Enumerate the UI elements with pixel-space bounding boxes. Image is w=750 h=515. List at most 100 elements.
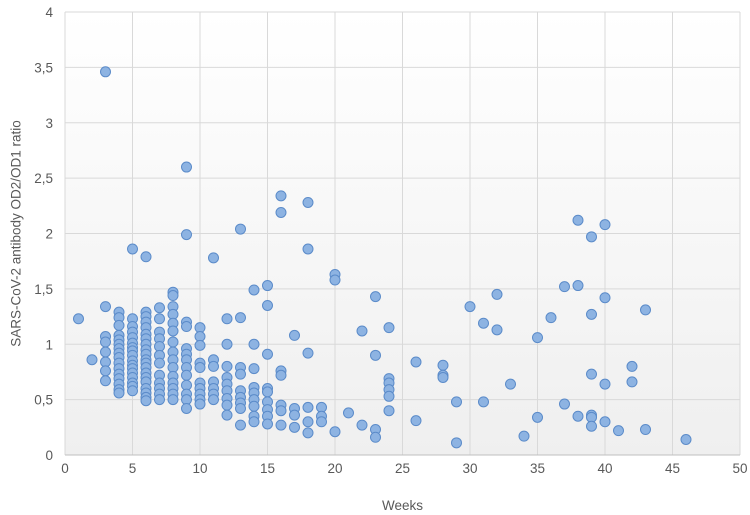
data-point xyxy=(316,416,327,428)
x-tick-label: 5 xyxy=(129,461,137,476)
data-point xyxy=(532,411,543,423)
y-tick-label: 1 xyxy=(45,337,53,352)
data-point xyxy=(100,66,111,78)
data-point xyxy=(289,329,300,341)
data-point xyxy=(586,308,597,320)
data-point xyxy=(586,231,597,243)
data-point xyxy=(208,252,219,264)
data-point xyxy=(221,313,233,325)
data-point xyxy=(127,243,138,255)
data-point xyxy=(275,369,287,381)
data-point xyxy=(248,416,260,428)
data-point xyxy=(329,426,341,438)
data-point xyxy=(181,369,192,381)
data-point xyxy=(599,292,611,304)
data-point xyxy=(572,280,584,292)
data-point xyxy=(329,274,341,286)
x-axis-title: Weeks xyxy=(382,498,423,513)
x-tick-label: 35 xyxy=(530,461,545,476)
data-point xyxy=(275,419,287,431)
data-point xyxy=(302,427,314,439)
data-point xyxy=(343,407,354,419)
data-point xyxy=(572,214,584,226)
x-tick-label: 40 xyxy=(597,461,612,476)
y-tick-label: 0 xyxy=(45,448,53,463)
y-tick-label: 3,5 xyxy=(34,60,53,75)
x-tick-label: 0 xyxy=(61,461,69,476)
data-point xyxy=(154,357,165,369)
data-points xyxy=(73,66,692,449)
data-point xyxy=(275,405,287,417)
data-point xyxy=(559,398,570,410)
data-point xyxy=(640,424,651,436)
data-point xyxy=(302,243,314,255)
data-point xyxy=(208,360,219,372)
data-point xyxy=(154,302,165,314)
data-point xyxy=(248,338,260,350)
data-point xyxy=(383,390,395,402)
data-point xyxy=(208,394,219,406)
data-point xyxy=(545,312,557,324)
data-point xyxy=(262,299,273,311)
data-point xyxy=(235,402,246,414)
data-point xyxy=(599,219,611,231)
data-point xyxy=(289,421,300,433)
data-point xyxy=(86,354,98,366)
data-point xyxy=(248,400,260,412)
data-point xyxy=(518,430,530,442)
data-point xyxy=(194,339,206,351)
x-tick-label: 30 xyxy=(462,461,477,476)
data-point xyxy=(451,437,462,449)
data-point xyxy=(221,409,233,421)
data-point xyxy=(262,280,273,292)
y-tick-label: 4 xyxy=(45,5,53,20)
tick-labels: 00,511,522,533,540 5 10 15 20 25 30 35 40 45 50 xyxy=(34,5,747,476)
x-tick-label: 45 xyxy=(665,461,680,476)
data-point xyxy=(154,394,165,406)
x-tick-label: 10 xyxy=(192,461,207,476)
data-point xyxy=(464,301,476,313)
data-point xyxy=(248,363,260,375)
data-point xyxy=(302,196,314,208)
data-point xyxy=(356,419,368,431)
data-point xyxy=(370,291,381,303)
data-point xyxy=(680,433,692,445)
data-point xyxy=(221,338,233,350)
data-point xyxy=(181,321,192,333)
data-point xyxy=(100,375,111,387)
data-point xyxy=(235,223,246,235)
data-point xyxy=(410,415,422,427)
data-point xyxy=(127,385,138,397)
data-point xyxy=(451,396,462,408)
data-point xyxy=(491,324,503,336)
data-point xyxy=(437,371,449,383)
data-point xyxy=(572,410,584,422)
data-point xyxy=(113,319,125,331)
data-point xyxy=(154,313,165,325)
data-point xyxy=(167,325,179,337)
data-point xyxy=(626,376,638,388)
data-point xyxy=(248,284,260,296)
data-point xyxy=(275,190,287,202)
data-point xyxy=(167,336,179,348)
data-point xyxy=(100,365,111,377)
data-point xyxy=(275,206,287,218)
data-point xyxy=(181,229,192,241)
y-axis-title: SARS-CoV-2 antibody OD2/OD1 ratio xyxy=(9,120,24,347)
x-tick-label: 20 xyxy=(327,461,342,476)
data-point xyxy=(532,332,543,344)
data-point xyxy=(262,348,273,360)
y-tick-label: 0,5 xyxy=(34,393,53,408)
data-point xyxy=(181,402,192,414)
data-point xyxy=(586,420,597,432)
data-point xyxy=(370,349,381,361)
data-point xyxy=(194,398,206,410)
data-point xyxy=(167,394,179,406)
y-tick-label: 2,5 xyxy=(34,171,53,186)
data-point xyxy=(167,290,179,302)
data-point xyxy=(586,368,597,380)
data-point xyxy=(221,399,233,411)
data-point xyxy=(100,301,111,313)
data-point xyxy=(383,405,395,417)
